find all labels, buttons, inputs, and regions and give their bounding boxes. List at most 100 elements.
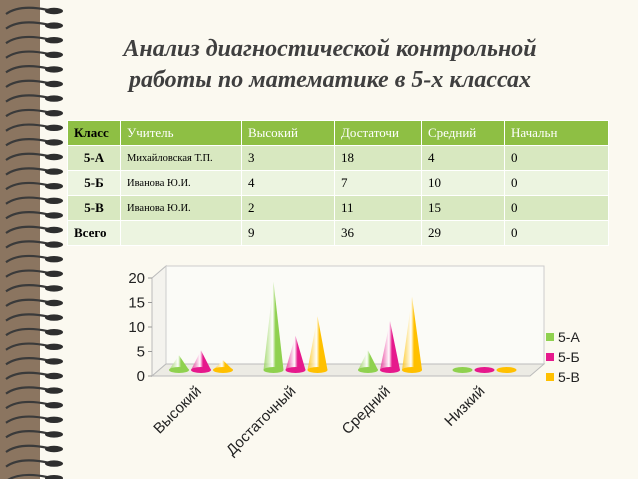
x-category-label: Низкий bbox=[441, 383, 488, 430]
spiral-ring bbox=[5, 386, 63, 395]
cone-bar bbox=[191, 350, 211, 373]
spiral-ring bbox=[5, 211, 63, 220]
title-line-1: Анализ диагностической контрольной bbox=[123, 36, 537, 62]
cell-initial: 0 bbox=[504, 145, 609, 171]
cone-bar bbox=[452, 367, 473, 373]
spiral-ring bbox=[5, 152, 63, 161]
x-category-label: Средний bbox=[339, 383, 394, 438]
legend-label: 5-А bbox=[558, 329, 580, 345]
spiral-ring bbox=[5, 138, 63, 147]
header-high: Высокий bbox=[241, 120, 335, 146]
cell-teacher bbox=[120, 220, 242, 246]
spiral-ring bbox=[5, 444, 63, 453]
spiral-ring bbox=[5, 240, 63, 249]
chart-floor bbox=[150, 363, 546, 377]
spiral-ring bbox=[5, 327, 63, 337]
cell-medium: 29 bbox=[421, 220, 505, 246]
spiral-ring bbox=[5, 313, 63, 322]
header-medium: Средний bbox=[421, 120, 505, 146]
cone-bar bbox=[496, 367, 517, 373]
spiral-ring bbox=[5, 79, 63, 88]
spiral-ring bbox=[5, 225, 63, 234]
cell-medium: 10 bbox=[421, 170, 505, 196]
spiral-ring bbox=[5, 400, 63, 410]
spiral-ring bbox=[5, 415, 63, 424]
x-category-label: Достаточный bbox=[223, 383, 299, 459]
spiral-ring bbox=[5, 167, 63, 176]
cell-teacher: Иванова Ю.И. bbox=[120, 170, 242, 196]
cone-bar bbox=[380, 321, 400, 373]
cell-teacher: Иванова Ю.И. bbox=[120, 195, 242, 221]
cell-sufficient: 18 bbox=[334, 145, 422, 171]
spiral-ring bbox=[5, 50, 63, 59]
slide-title: Анализ диагностической контрольной работ… bbox=[70, 34, 590, 96]
spiral-ring bbox=[5, 459, 63, 468]
spiral-ring bbox=[5, 181, 63, 191]
cone-chart: 0 5 10 15 20 Высокий Достаточный Средний Низкий 5… bbox=[128, 264, 580, 459]
cell-sufficient: 36 bbox=[334, 220, 422, 246]
cell-teacher: Михайловская Т.П. bbox=[120, 145, 242, 171]
cell-medium: 15 bbox=[421, 195, 505, 221]
cell-high: 9 bbox=[241, 220, 335, 246]
y-tick-label: 0 bbox=[137, 368, 145, 385]
spiral-ring bbox=[5, 65, 63, 74]
spiral-ring bbox=[5, 21, 63, 30]
cell-high: 3 bbox=[241, 145, 335, 171]
cone-bar bbox=[213, 360, 233, 373]
spiral-ring bbox=[5, 357, 63, 366]
spiral-ring bbox=[5, 123, 63, 132]
table-row: 5-Б Иванова Ю.И. 4 7 10 0 bbox=[67, 170, 609, 196]
spiral-ring bbox=[5, 35, 63, 45]
spiral-ring bbox=[5, 254, 63, 264]
cone-bar bbox=[307, 316, 328, 373]
legend-item: 5-В bbox=[546, 369, 580, 385]
spiral-ring bbox=[5, 196, 63, 205]
legend-item: 5-А bbox=[546, 329, 580, 345]
table-row: 5-В Иванова Ю.И. 2 11 15 0 bbox=[67, 195, 609, 221]
header-teacher: Учитель bbox=[120, 120, 242, 146]
side-wall bbox=[151, 264, 167, 378]
cell-high: 4 bbox=[241, 170, 335, 196]
spiral-ring bbox=[5, 371, 63, 380]
cell-class: 5-В bbox=[67, 195, 121, 221]
cell-medium: 4 bbox=[421, 145, 505, 171]
spiral-ring bbox=[5, 6, 63, 15]
spiral-ring bbox=[5, 94, 63, 103]
cone-bar bbox=[358, 350, 378, 373]
cell-initial: 0 bbox=[504, 195, 609, 221]
table-row: Всего 9 36 29 0 bbox=[67, 220, 609, 246]
cell-sufficient: 7 bbox=[334, 170, 422, 196]
y-tick-label: 10 bbox=[128, 319, 145, 336]
cone-bar bbox=[263, 281, 284, 373]
spiral-ring bbox=[5, 298, 63, 307]
cell-class: 5-Б bbox=[67, 170, 121, 196]
results-table: Класс Учитель Высокий Достаточи Средний … bbox=[67, 120, 609, 246]
cone-bar bbox=[402, 296, 422, 373]
header-class: Класс bbox=[67, 120, 121, 146]
cell-initial: 0 bbox=[504, 220, 609, 246]
spiral-ring bbox=[5, 284, 63, 293]
spiral-ring bbox=[7, 473, 63, 479]
back-wall bbox=[165, 265, 545, 365]
legend-label: 5-В bbox=[558, 369, 580, 385]
table-header-row: Класс Учитель Высокий Достаточи Средний … bbox=[67, 120, 609, 146]
cell-class: 5-А bbox=[67, 145, 121, 171]
cone-bar bbox=[474, 367, 495, 373]
y-tick-label: 15 bbox=[128, 295, 145, 312]
y-tick-label: 20 bbox=[128, 270, 145, 287]
cell-initial: 0 bbox=[504, 170, 609, 196]
x-category-label: Высокий bbox=[150, 383, 205, 438]
legend-swatch bbox=[546, 373, 554, 381]
table-row: 5-А Михайловская Т.П. 3 18 4 0 bbox=[67, 145, 609, 171]
spiral-binding bbox=[5, 6, 63, 479]
cell-sufficient: 11 bbox=[334, 195, 422, 221]
legend-item: 5-Б bbox=[546, 349, 580, 365]
cone-bar bbox=[285, 335, 306, 373]
title-line-2: работы по математике в 5-х классах bbox=[128, 67, 532, 93]
header-sufficient: Достаточи bbox=[334, 120, 422, 146]
legend-label: 5-Б bbox=[558, 349, 580, 365]
legend-swatch bbox=[546, 353, 554, 361]
spiral-ring bbox=[5, 342, 63, 351]
spiral-ring bbox=[5, 108, 63, 118]
legend-swatch bbox=[546, 333, 554, 341]
